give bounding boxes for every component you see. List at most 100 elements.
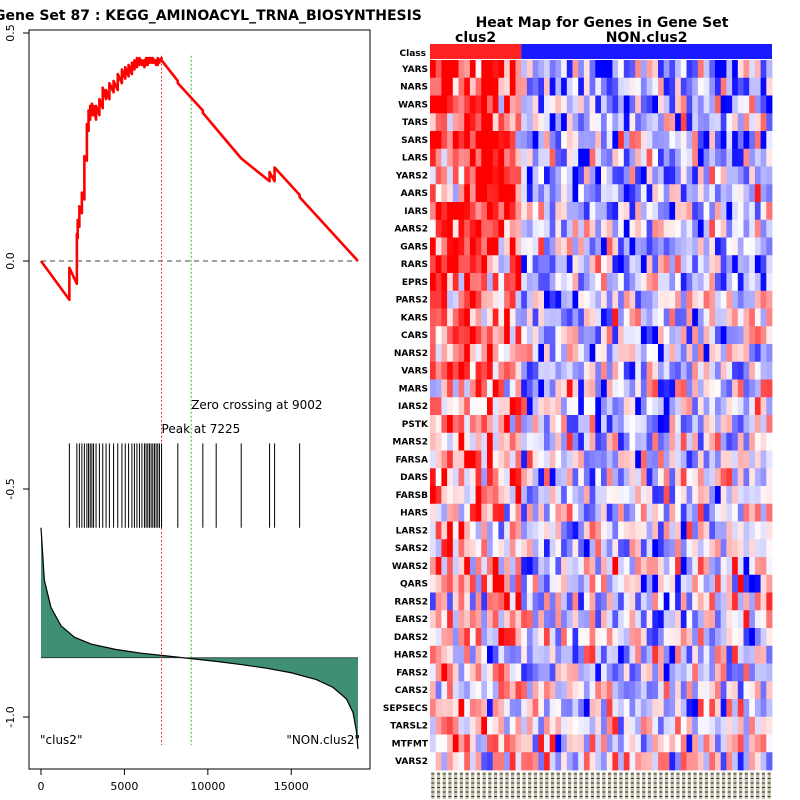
heatmap-cell — [469, 77, 476, 96]
heatmap-cell — [760, 610, 767, 629]
heatmap-cell — [515, 379, 522, 398]
heatmap-cell — [692, 273, 699, 292]
heatmap-cell — [720, 681, 727, 700]
heatmap-cell — [481, 379, 488, 398]
heatmap-cell — [515, 397, 522, 416]
heatmap-cell — [760, 60, 767, 79]
heatmap-cell — [640, 95, 647, 114]
heatmap-cell — [703, 219, 710, 238]
heatmap-cell — [606, 574, 613, 593]
heatmap-cell — [595, 663, 602, 682]
heatmap-cell — [464, 450, 471, 469]
heatmap-cell — [487, 95, 494, 114]
heatmap-cell — [743, 273, 750, 292]
heatmap-cell — [686, 557, 693, 576]
heatmap-cell — [538, 503, 545, 522]
heatmap-cell — [652, 361, 659, 380]
heatmap-cell — [566, 592, 573, 611]
heatmap-cell — [754, 468, 761, 487]
heatmap-cell — [623, 131, 630, 150]
heatmap-cell — [487, 645, 494, 664]
heatmap-cell — [646, 752, 653, 771]
sample-label-mark — [744, 772, 748, 799]
heatmap-cell — [635, 716, 642, 735]
heatmap-cell — [561, 308, 568, 327]
heatmap-cell — [583, 610, 590, 629]
heatmap-cell — [589, 379, 596, 398]
heatmap-cell — [726, 308, 733, 327]
heatmap-cell — [743, 415, 750, 434]
heatmap-cell — [469, 592, 476, 611]
heatmap-cell — [498, 344, 505, 363]
heatmap-cell — [612, 361, 619, 380]
heatmap-cell — [458, 344, 465, 363]
heatmap-cell — [754, 237, 761, 256]
heatmap-cell — [578, 716, 585, 735]
heatmap-cell — [475, 148, 482, 167]
heatmap-cell — [526, 361, 533, 380]
heatmap-cell — [737, 344, 744, 363]
heatmap-cell — [754, 628, 761, 647]
heatmap-cell — [555, 273, 562, 292]
heatmap-cell — [492, 344, 499, 363]
heatmap-cell — [732, 60, 739, 79]
heatmap-cell — [538, 148, 545, 167]
heatmap-cell — [709, 273, 716, 292]
heatmap-cell — [504, 645, 511, 664]
heatmap-cell — [515, 166, 522, 185]
heatmap-cell — [606, 131, 613, 150]
heatmap-cell — [635, 574, 642, 593]
heatmap-cell — [458, 716, 465, 735]
heatmap-cell — [652, 734, 659, 753]
heatmap-cell — [680, 326, 687, 345]
heatmap-cell — [492, 202, 499, 221]
heatmap-cell — [589, 148, 596, 167]
heatmap-cell — [464, 219, 471, 238]
heatmap-cell — [566, 628, 573, 647]
heatmap-cell — [430, 361, 437, 380]
heatmap-cell — [469, 308, 476, 327]
heatmap-cell — [720, 663, 727, 682]
heatmap-cell — [526, 752, 533, 771]
heatmap-cell — [646, 628, 653, 647]
heatmap-cell — [509, 628, 516, 647]
heatmap-cell — [487, 574, 494, 593]
heatmap-cell — [760, 290, 767, 309]
heatmap-cell — [435, 432, 442, 451]
heatmap-cell — [703, 397, 710, 416]
heatmap-cell — [646, 95, 653, 114]
heatmap-cell — [686, 699, 693, 718]
heatmap-cell — [703, 344, 710, 363]
heatmap-cell — [618, 716, 625, 735]
heatmap-cell — [766, 379, 773, 398]
heatmap-cell — [498, 557, 505, 576]
heatmap-cell — [515, 610, 522, 629]
heatmap-cell — [555, 95, 562, 114]
sample-label-mark — [568, 772, 572, 799]
heatmap-cell — [583, 361, 590, 380]
heatmap-title: Heat Map for Genes in Gene Set — [476, 15, 729, 31]
heatmap-cell — [618, 255, 625, 274]
heatmap-cell — [589, 716, 596, 735]
heatmap-cell — [726, 361, 733, 380]
heatmap-cell — [709, 219, 716, 238]
heatmap-cell — [737, 521, 744, 540]
heatmap-cell — [663, 202, 670, 221]
heatmap-cell — [606, 326, 613, 345]
heatmap-cell — [709, 379, 716, 398]
heatmap-cell — [532, 734, 539, 753]
heatmap-cell — [464, 361, 471, 380]
heatmap-cell — [743, 131, 750, 150]
heatmap-cell — [544, 326, 551, 345]
heatmap-cell — [646, 521, 653, 540]
heatmap-cell — [606, 148, 613, 167]
heatmap-cell — [435, 344, 442, 363]
heatmap-cell — [538, 432, 545, 451]
heatmap-cell — [583, 468, 590, 487]
heatmap-cell — [612, 113, 619, 132]
heatmap-cell — [475, 415, 482, 434]
heatmap-cell — [658, 379, 665, 398]
heatmap-cell — [692, 592, 699, 611]
heatmap-cell — [566, 734, 573, 753]
heatmap-cell — [515, 752, 522, 771]
